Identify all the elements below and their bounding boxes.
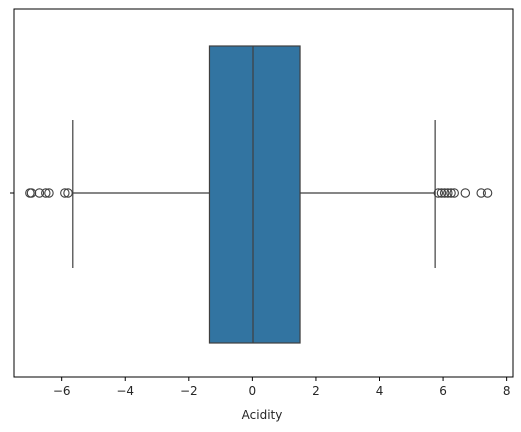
x-axis-label: Acidity: [242, 408, 283, 422]
x-tick-label: 0: [249, 384, 257, 398]
outlier-point: [476, 188, 486, 198]
outlier-layer: [25, 188, 493, 198]
x-tick-label: −6: [53, 384, 71, 398]
x-tick-label: 6: [439, 384, 447, 398]
outlier-point: [443, 188, 453, 198]
iqr-box: [208, 45, 301, 344]
outlier-point: [446, 188, 456, 198]
outlier-point: [63, 188, 73, 198]
outlier-point: [41, 188, 51, 198]
x-tick-label: 2: [312, 384, 320, 398]
outlier-point: [439, 188, 450, 198]
outlier-point: [44, 188, 54, 198]
outlier-point: [449, 188, 459, 198]
box-layer: [72, 45, 436, 344]
x-tick-label: 4: [376, 384, 384, 398]
x-tick-label: −4: [116, 384, 134, 398]
outlier-point: [34, 188, 45, 198]
outlier-point: [460, 188, 471, 198]
x-axis-ticks: −6 −4 −2 0 2 4 6 8: [53, 377, 511, 398]
x-tick-label: 8: [503, 384, 511, 398]
outlier-point: [482, 188, 493, 198]
outlier-point: [433, 188, 444, 198]
outlier-point: [60, 188, 70, 198]
outlier-point: [436, 188, 447, 198]
x-tick-label: −2: [180, 384, 198, 398]
